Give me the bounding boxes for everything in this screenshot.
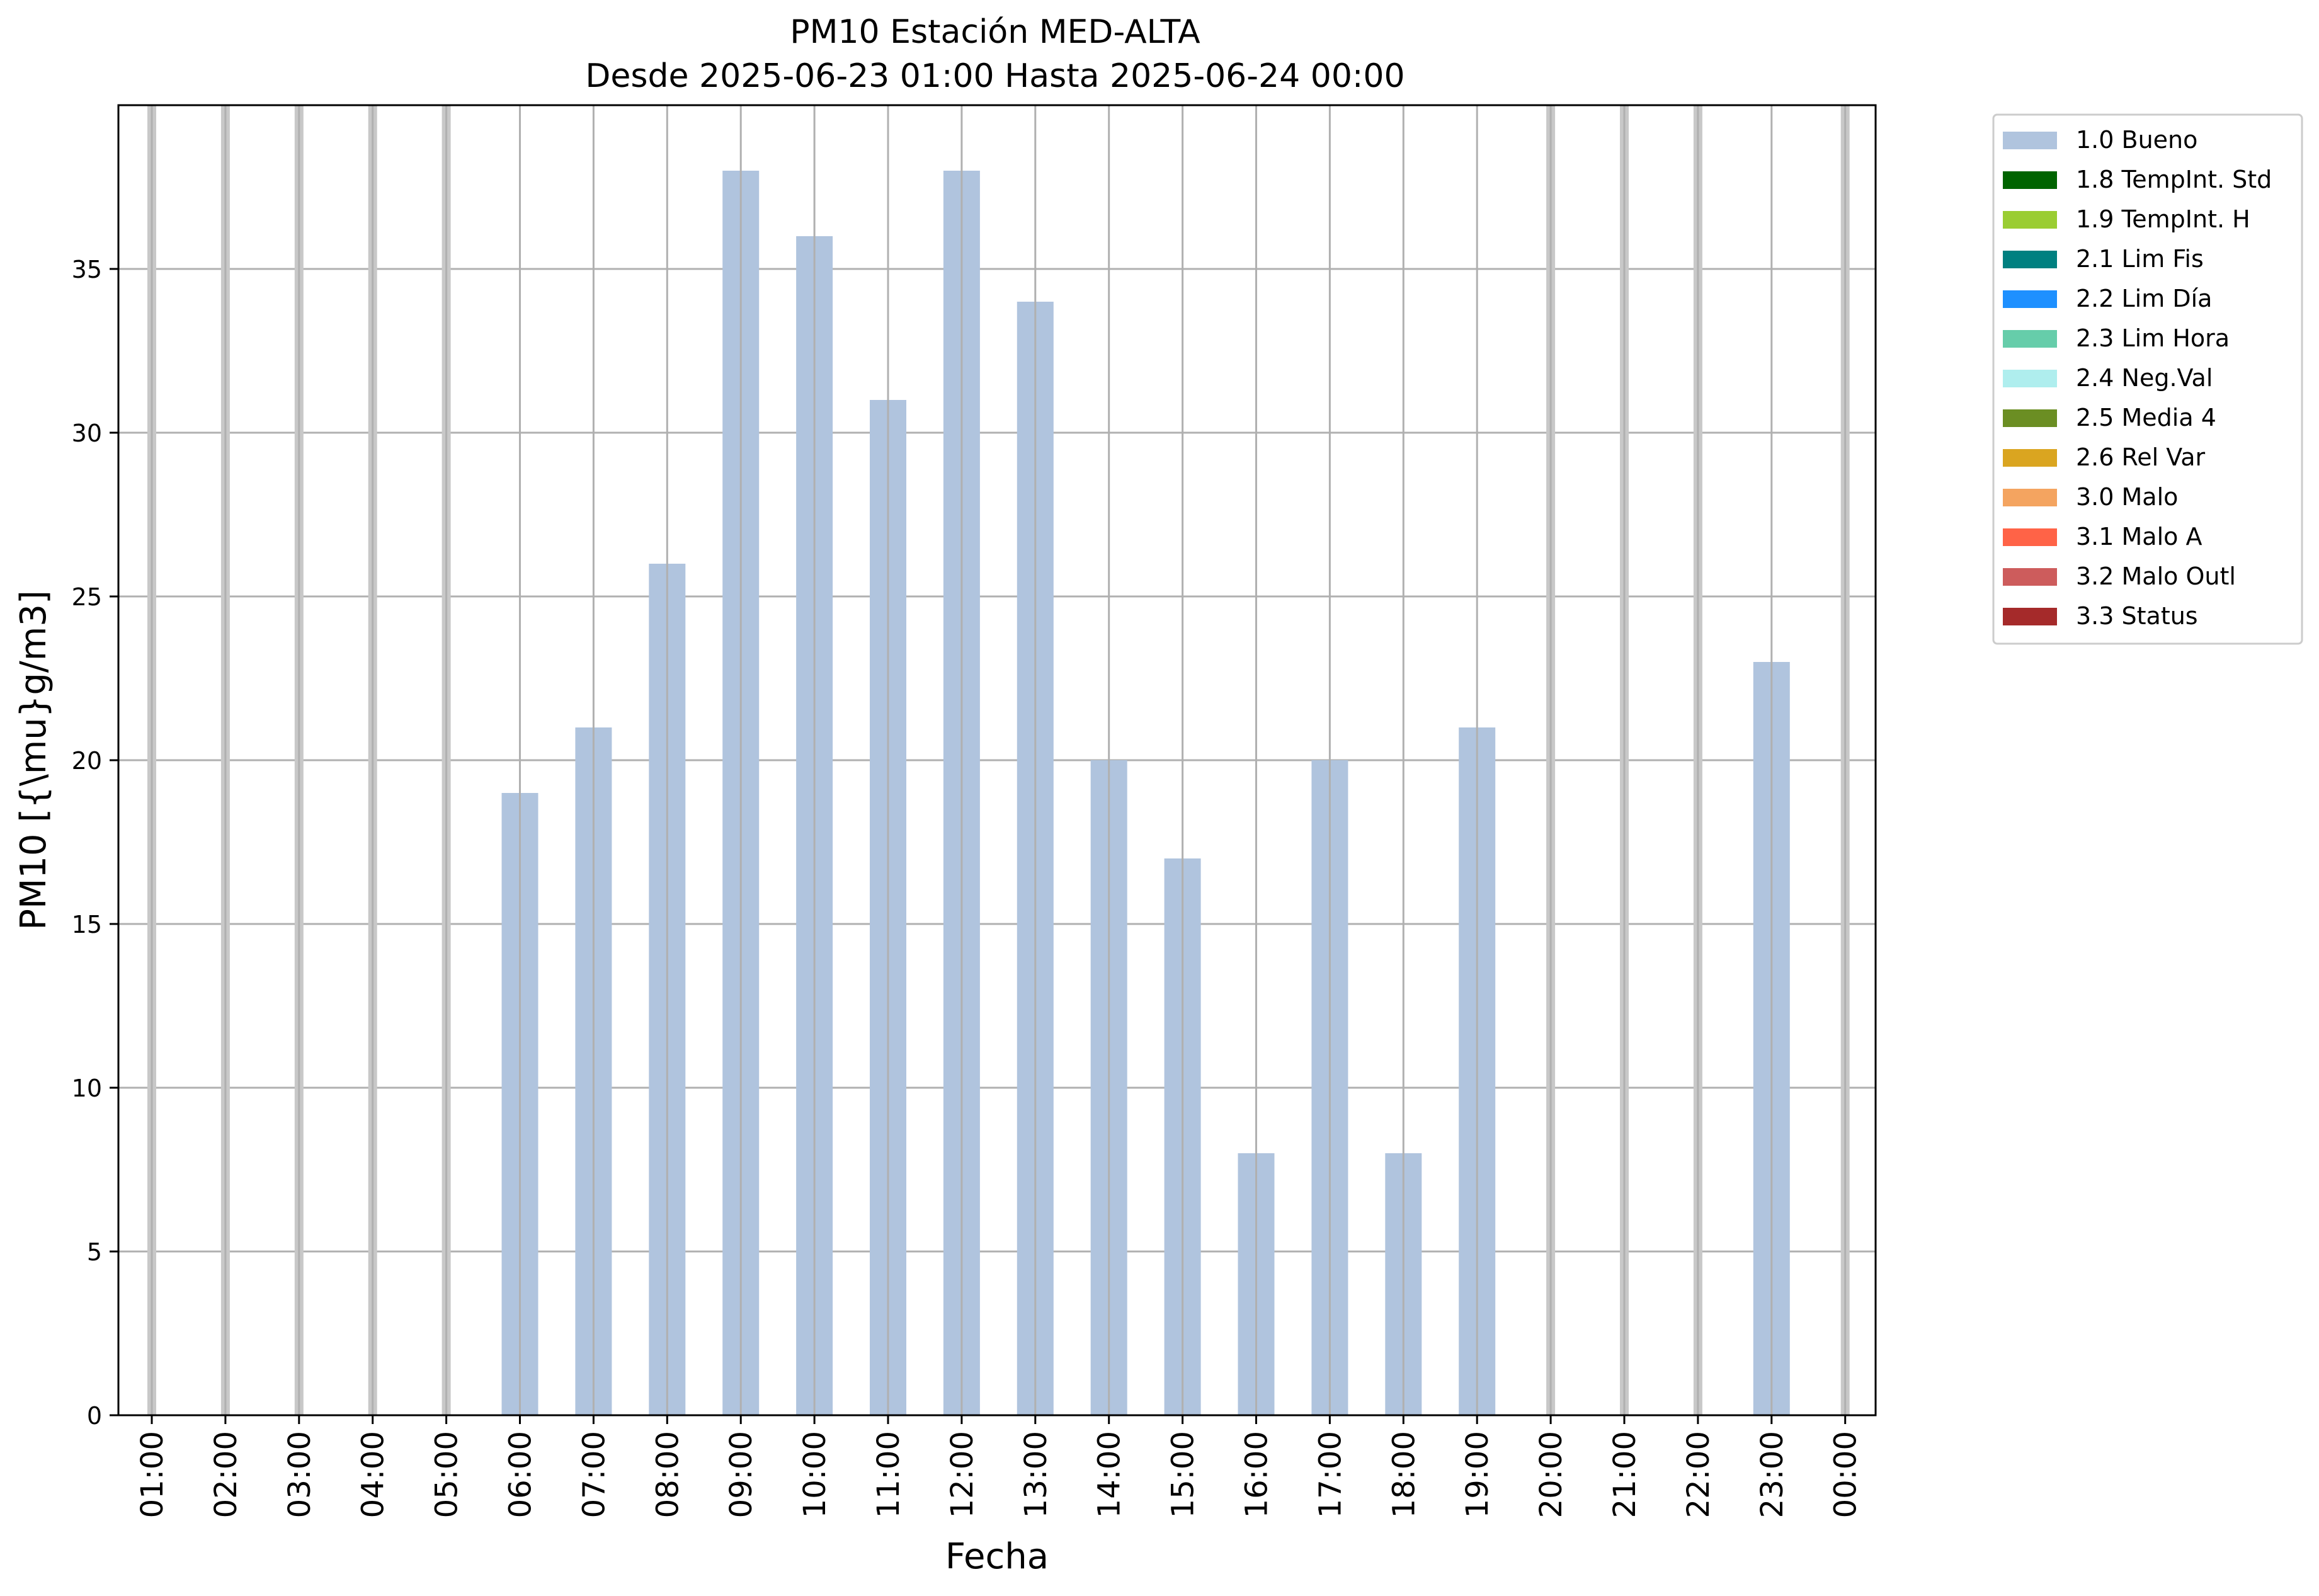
legend-label: 2.3 Lim Hora [2076,324,2230,352]
legend-label: 2.2 Lim Día [2076,285,2212,312]
x-tick-label: 00:00 [1828,1431,1864,1518]
legend-label: 3.0 Malo [2076,483,2178,511]
y-tick-label: 25 [72,583,102,611]
x-tick-label: 10:00 [797,1431,833,1518]
legend-swatch [2003,211,2057,229]
legend-label: 1.8 TempInt. Std [2076,166,2272,193]
legend: 1.0 Bueno 1.8 TempInt. Std 1.9 TempInt. H 2… [1992,113,2303,645]
legend-swatch [2003,409,2057,427]
legend-swatch [2003,528,2057,546]
y-tick-label: 0 [87,1402,102,1430]
legend-label: 3.3 Status [2076,602,2198,630]
x-tick-label: 18:00 [1386,1431,1422,1518]
x-tick-label: 12:00 [945,1431,980,1518]
x-tick-label: 06:00 [503,1431,538,1518]
x-tick-label: 02:00 [208,1431,244,1518]
legend-swatch [2003,568,2057,586]
legend-label: 3.1 Malo A [2076,523,2202,550]
x-tick-label: 19:00 [1460,1431,1495,1518]
legend-swatch [2003,449,2057,467]
y-tick-label: 20 [72,747,102,775]
x-tick-label: 04:00 [356,1431,391,1518]
chart-subtitle: Desde 2025-06-23 01:00 Hasta 2025-06-24 … [585,57,1405,95]
x-tick-label: 20:00 [1534,1431,1569,1518]
legend-swatch [2003,171,2057,189]
legend-swatch [2003,489,2057,506]
x-tick-label: 15:00 [1166,1431,1201,1518]
legend-label: 2.6 Rel Var [2076,443,2206,471]
x-tick-label: 16:00 [1239,1431,1275,1518]
x-tick-label: 11:00 [871,1431,906,1518]
legend-label: 2.5 Media 4 [2076,404,2216,431]
y-tick-label: 15 [72,911,102,938]
y-tick-label: 5 [87,1238,102,1266]
legend-label: 1.9 TempInt. H [2076,205,2250,233]
x-tick-label: 23:00 [1755,1431,1790,1518]
y-tick-label: 35 [72,256,102,283]
y-axis-label: PM10 [{\mu}g/m3] [13,590,54,930]
x-tick-label: 03:00 [282,1431,317,1518]
legend-box [1992,113,2303,645]
x-tick-label: 14:00 [1092,1431,1127,1518]
y-tick-label: 30 [72,419,102,447]
x-tick-label: 01:00 [135,1431,170,1518]
vertical-grid-lines [151,105,1847,1415]
x-tick-label: 08:00 [650,1431,685,1518]
legend-swatch [2003,608,2057,625]
x-tick-label: 13:00 [1018,1431,1054,1518]
x-tick-label: 21:00 [1607,1431,1643,1518]
grid-lines [118,268,1876,1253]
x-tick-label: 07:00 [576,1431,612,1518]
x-axis-label: Fecha [945,1536,1049,1577]
legend-label: 2.1 Lim Fis [2076,245,2204,273]
y-tick-label: 10 [72,1074,102,1102]
legend-label: 3.2 Malo Outl [2076,562,2236,590]
chart-title: PM10 Estación MED-ALTA [790,13,1200,51]
legend-swatch [2003,330,2057,348]
legend-swatch [2003,132,2057,149]
x-tick-label: 17:00 [1313,1431,1348,1518]
x-tick-label: 05:00 [430,1431,465,1518]
x-axis: 01:00 02:00 03:00 04:00 05:00 06:00 07:00 08:00… [135,1415,1864,1518]
legend-label: 1.0 Bueno [2076,126,2197,154]
legend-swatch [2003,251,2057,268]
legend-swatch [2003,370,2057,387]
legend-swatch [2003,290,2057,308]
y-axis: 0 5 10 15 20 25 30 35 [72,256,118,1430]
x-tick-label: 09:00 [724,1431,759,1518]
legend-label: 2.4 Neg.Val [2076,364,2213,392]
x-tick-label: 22:00 [1681,1431,1716,1518]
